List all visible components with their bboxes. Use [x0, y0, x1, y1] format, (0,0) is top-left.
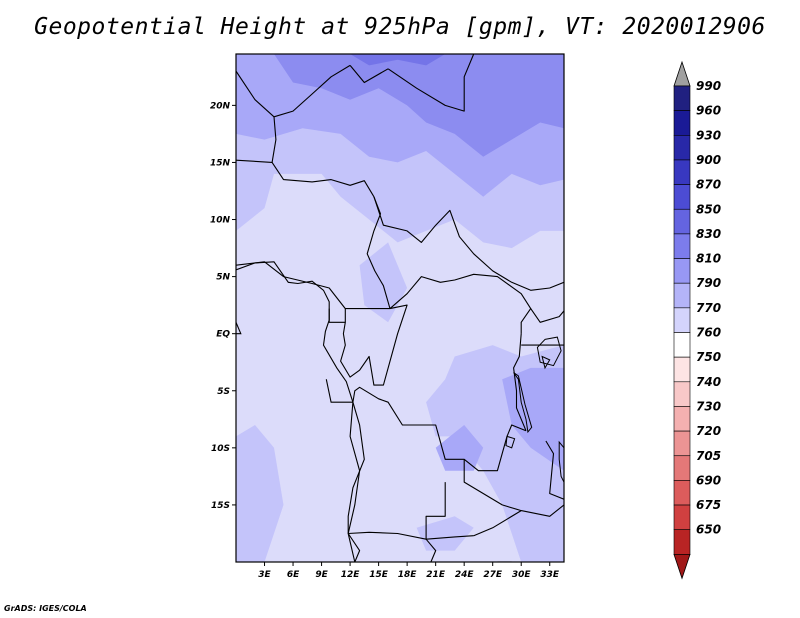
- colorbar-label: 760: [696, 326, 721, 340]
- x-tick-label: 18E: [398, 570, 418, 580]
- colorbar-label: 740: [696, 375, 721, 389]
- country-border: [425, 538, 437, 562]
- y-tick-label: 10N: [210, 216, 231, 226]
- colorbar-label: 960: [696, 104, 721, 118]
- colorbar-label: 990: [696, 79, 721, 93]
- y-tick-label: 5N: [216, 273, 230, 283]
- grads-credit: GrADS: IGES/COLA: [4, 604, 87, 613]
- lake-outline: [536, 336, 562, 367]
- country-border: [425, 482, 446, 540]
- colorbar-label: 690: [696, 473, 721, 487]
- colorbar-segment: [673, 529, 691, 555]
- colorbar-segment: [673, 184, 691, 210]
- colorbar-segment: [673, 381, 691, 407]
- country-border: [236, 159, 375, 197]
- colorbar-label: 730: [696, 399, 721, 413]
- colorbar-label: 650: [696, 523, 721, 537]
- coastline: [236, 261, 365, 562]
- country-border: [389, 273, 532, 334]
- country-border: [473, 504, 564, 537]
- colorbar-segment: [673, 307, 691, 333]
- colorbar-segment: [673, 480, 691, 506]
- coastline: [236, 322, 242, 335]
- colorbar-label: 750: [696, 350, 721, 364]
- map-frame: [235, 53, 565, 563]
- colorbar-segment: [673, 208, 691, 235]
- colorbar-segment: [673, 430, 691, 457]
- country-border: [373, 196, 564, 291]
- x-tick-label: 15E: [369, 570, 389, 580]
- colorbar-label: 870: [696, 178, 721, 192]
- colorbar-segment: [673, 282, 691, 309]
- contour-fill-790: [416, 516, 474, 551]
- y-tick-label: 15N: [210, 158, 231, 168]
- country-border: [348, 531, 474, 540]
- colorbar-segment: [673, 406, 691, 432]
- country-border: [271, 116, 277, 163]
- colorbar-segment: [673, 332, 691, 358]
- colorbar-label: 900: [696, 153, 721, 167]
- map-title: Geopotential Height at 925hPa [gpm], VT:…: [34, 14, 766, 40]
- y-tick-label: 20N: [210, 101, 231, 111]
- country-border: [463, 459, 522, 512]
- country-border: [352, 386, 527, 472]
- colorbar-segment: [673, 356, 691, 383]
- country-border: [530, 308, 564, 323]
- x-tick-label: 33E: [540, 570, 560, 580]
- map-plot: [235, 53, 565, 563]
- x-tick-label: 12E: [341, 570, 361, 580]
- lake-outline: [558, 440, 564, 483]
- colorbar-segment: [673, 455, 691, 481]
- colorbar-label: 770: [696, 301, 721, 315]
- map-axes: 3E 6E 9E 12E 15E 18E 21E 24E 27E 30E 33E 20N 15N 10N 5…: [210, 101, 560, 580]
- lake-outline: [541, 355, 551, 370]
- y-tick-label: 10S: [211, 444, 230, 454]
- colorbar-segment: [673, 85, 691, 111]
- colorbar-label: 810: [696, 252, 721, 266]
- colorbar-segment: [673, 233, 691, 259]
- country-border: [325, 379, 353, 403]
- colorbar-segment: [673, 159, 691, 185]
- x-tick-label: 30E: [512, 570, 532, 580]
- x-tick-label: 9E: [315, 570, 328, 580]
- y-tick-label: EQ: [216, 330, 230, 340]
- colorbar-segment: [673, 504, 691, 530]
- colorbar-segment: [673, 110, 691, 136]
- country-border: [366, 196, 391, 309]
- colorbar-label: 790: [696, 276, 721, 290]
- colorbar-label: 930: [696, 128, 721, 142]
- colorbar-label: 720: [696, 424, 721, 438]
- colorbar-label: 705: [696, 449, 721, 463]
- country-border: [236, 261, 346, 323]
- y-tick-label: 5S: [217, 387, 230, 397]
- x-tick-label: 3E: [258, 570, 271, 580]
- x-tick-label: 27E: [483, 570, 503, 580]
- colorbar-segment: [673, 135, 691, 161]
- colorbar-label: 675: [696, 498, 721, 512]
- lake-outline: [513, 372, 533, 434]
- x-tick-label: 21E: [426, 570, 446, 580]
- lake-outline: [505, 435, 516, 449]
- country-border: [387, 54, 475, 112]
- contour-fill-790: [236, 425, 284, 562]
- colorbar: 990 960 930 900 870 850 830 810 790 770 760 750 740 7…: [673, 60, 721, 580]
- x-tick-label: 24E: [455, 570, 475, 580]
- country-border: [349, 65, 389, 84]
- country-border: [545, 440, 564, 500]
- country-border: [236, 64, 351, 118]
- contour-fill-850: [350, 54, 446, 66]
- y-tick-label: 15S: [211, 501, 230, 511]
- colorbar-label: 830: [696, 227, 721, 241]
- colorbar-top-arrow: [673, 60, 691, 87]
- x-tick-label: 6E: [287, 570, 300, 580]
- colorbar-segment: [673, 258, 691, 284]
- country-border: [513, 333, 527, 431]
- country-border: [347, 533, 361, 562]
- contour-fill-830: [274, 54, 564, 157]
- country-border: [340, 304, 408, 386]
- colorbar-bottom-arrow: [673, 553, 691, 580]
- colorbar-label: 850: [696, 202, 721, 216]
